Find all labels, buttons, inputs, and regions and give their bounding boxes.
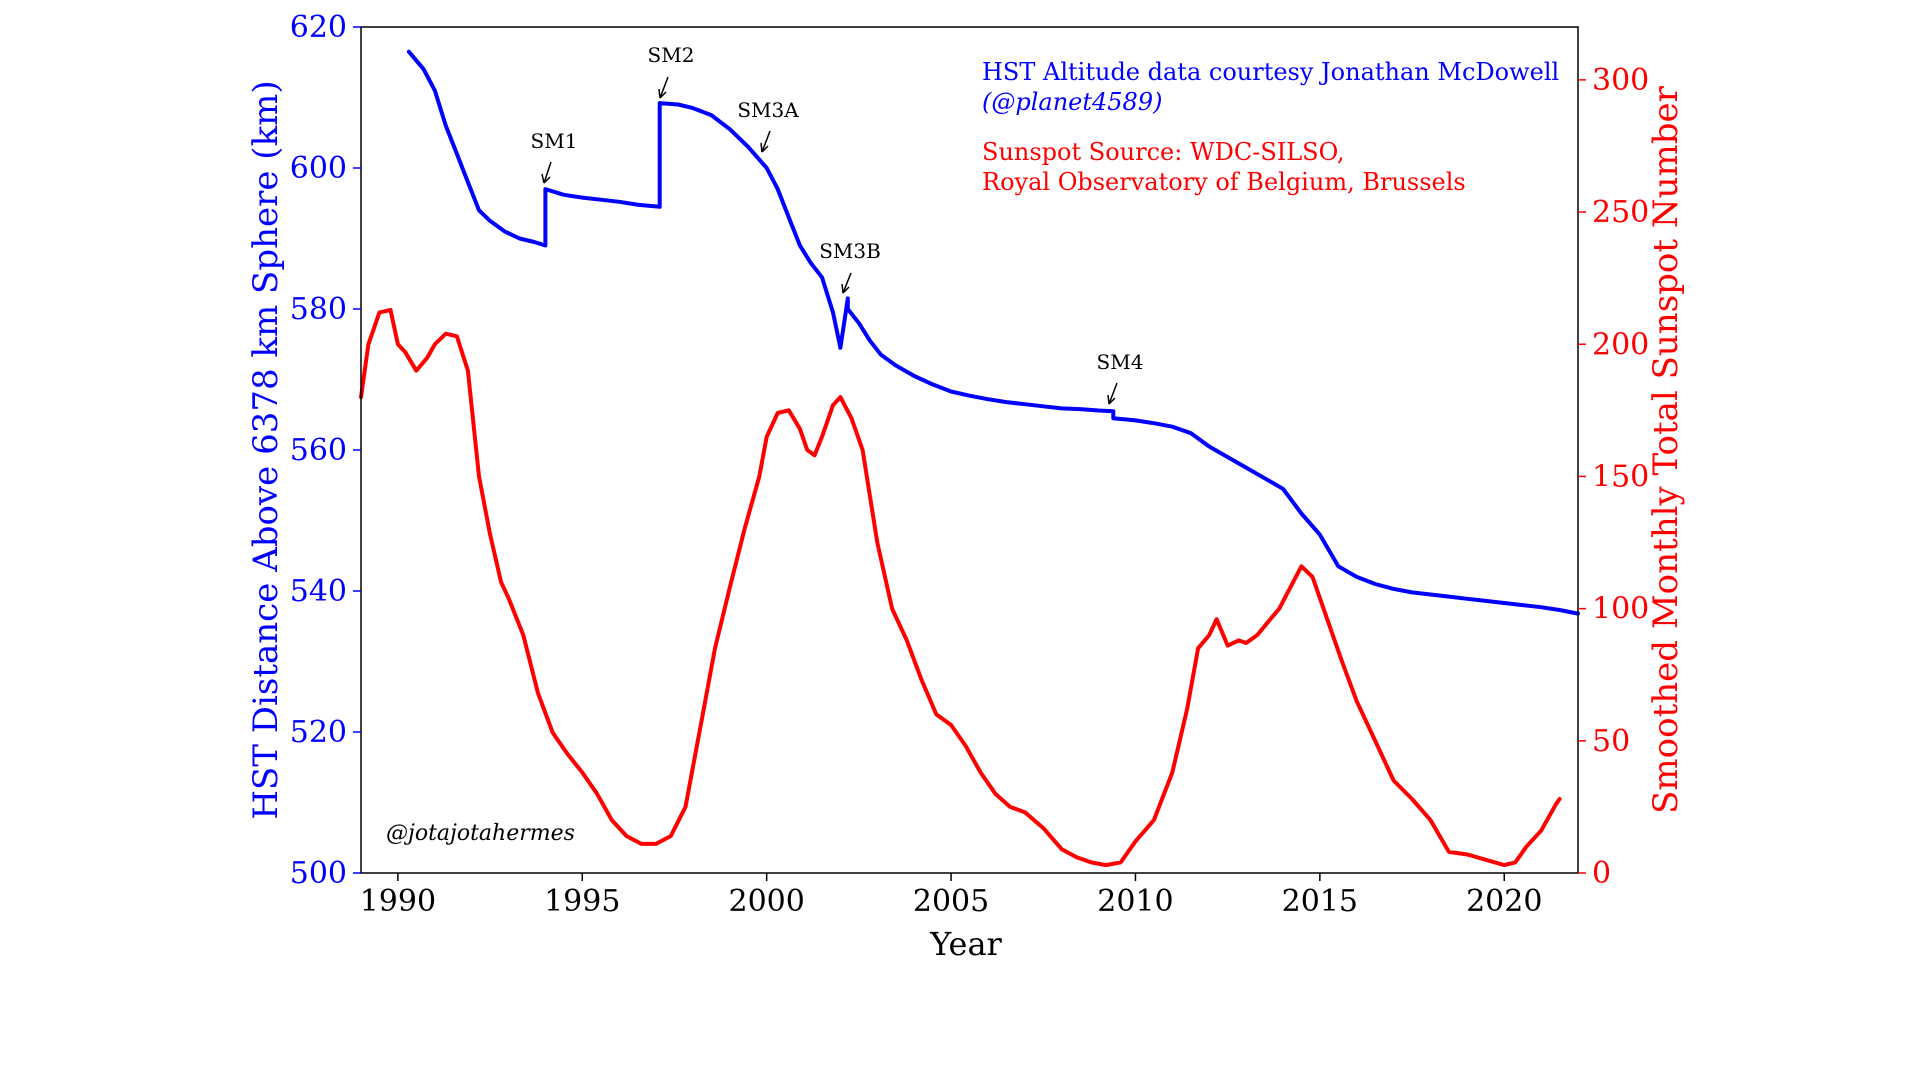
y-right-tick-label: 150	[1592, 459, 1649, 494]
y-right-tick-label: 50	[1592, 724, 1630, 759]
y-axis-left-label: HST Distance Above 6378 km Sphere (km)	[246, 80, 286, 819]
x-tick-label: 2010	[1097, 884, 1173, 919]
y-left-tick-label: 520	[290, 715, 347, 750]
x-tick-label: 2000	[728, 884, 804, 919]
y-right-tick-label: 300	[1592, 63, 1649, 98]
sunspot-credit: Sunspot Source: WDC-SILSO, Royal Observa…	[982, 138, 1466, 196]
annotation-sm2: SM2	[648, 43, 695, 99]
svg-text:Royal Observatory of Belgium,: Royal Observatory of Belgium, Brussels	[982, 168, 1466, 196]
svg-text:(@planet4589): (@planet4589)	[982, 88, 1162, 116]
y-right-tick-label: 100	[1592, 592, 1649, 627]
svg-text:HST Altitude data courtesy Jon: HST Altitude data courtesy Jonathan McDo…	[982, 58, 1559, 86]
svg-text:SM4: SM4	[1097, 350, 1144, 374]
y-axis-right-label: Smoothed Monthly Total Sunspot Number	[1646, 85, 1686, 813]
svg-text:Sunspot Source: WDC-SILSO,: Sunspot Source: WDC-SILSO,	[982, 138, 1345, 166]
y-left-tick-label: 620	[290, 10, 347, 45]
svg-text:SM2: SM2	[648, 43, 695, 67]
svg-text:SM3A: SM3A	[737, 98, 799, 122]
annotation-sm4: SM4	[1097, 350, 1144, 405]
y-left-tick-label: 600	[290, 151, 347, 186]
svg-text:SM1: SM1	[531, 129, 578, 153]
y-right-tick-label: 250	[1592, 195, 1649, 230]
x-tick-label: 2020	[1466, 884, 1542, 919]
x-tick-label: 2015	[1282, 884, 1358, 919]
x-tick-label: 1990	[360, 884, 436, 919]
x-tick-label: 1995	[544, 884, 620, 919]
x-axis-label: Year	[929, 925, 1002, 963]
watermark: @jotajotahermes	[386, 821, 575, 846]
annotation-sm3b: SM3B	[819, 239, 881, 294]
annotation-sm1: SM1	[531, 129, 578, 184]
altitude-credit: HST Altitude data courtesy Jonathan McDo…	[982, 58, 1559, 116]
y-left-tick-label: 540	[290, 574, 347, 609]
svg-text:SM3B: SM3B	[819, 239, 881, 263]
x-tick-label: 2005	[913, 884, 989, 919]
y-right-tick-label: 200	[1592, 327, 1649, 362]
series-line-altitude	[406, 49, 1580, 616]
y-left-tick-label: 560	[290, 433, 347, 468]
annotation-sm3a: SM3A	[737, 98, 799, 153]
y-right-tick-label: 0	[1592, 856, 1611, 891]
series-line-sunspot	[359, 307, 1562, 868]
y-left-tick-label: 500	[290, 856, 347, 891]
y-left-tick-label: 580	[290, 292, 347, 327]
